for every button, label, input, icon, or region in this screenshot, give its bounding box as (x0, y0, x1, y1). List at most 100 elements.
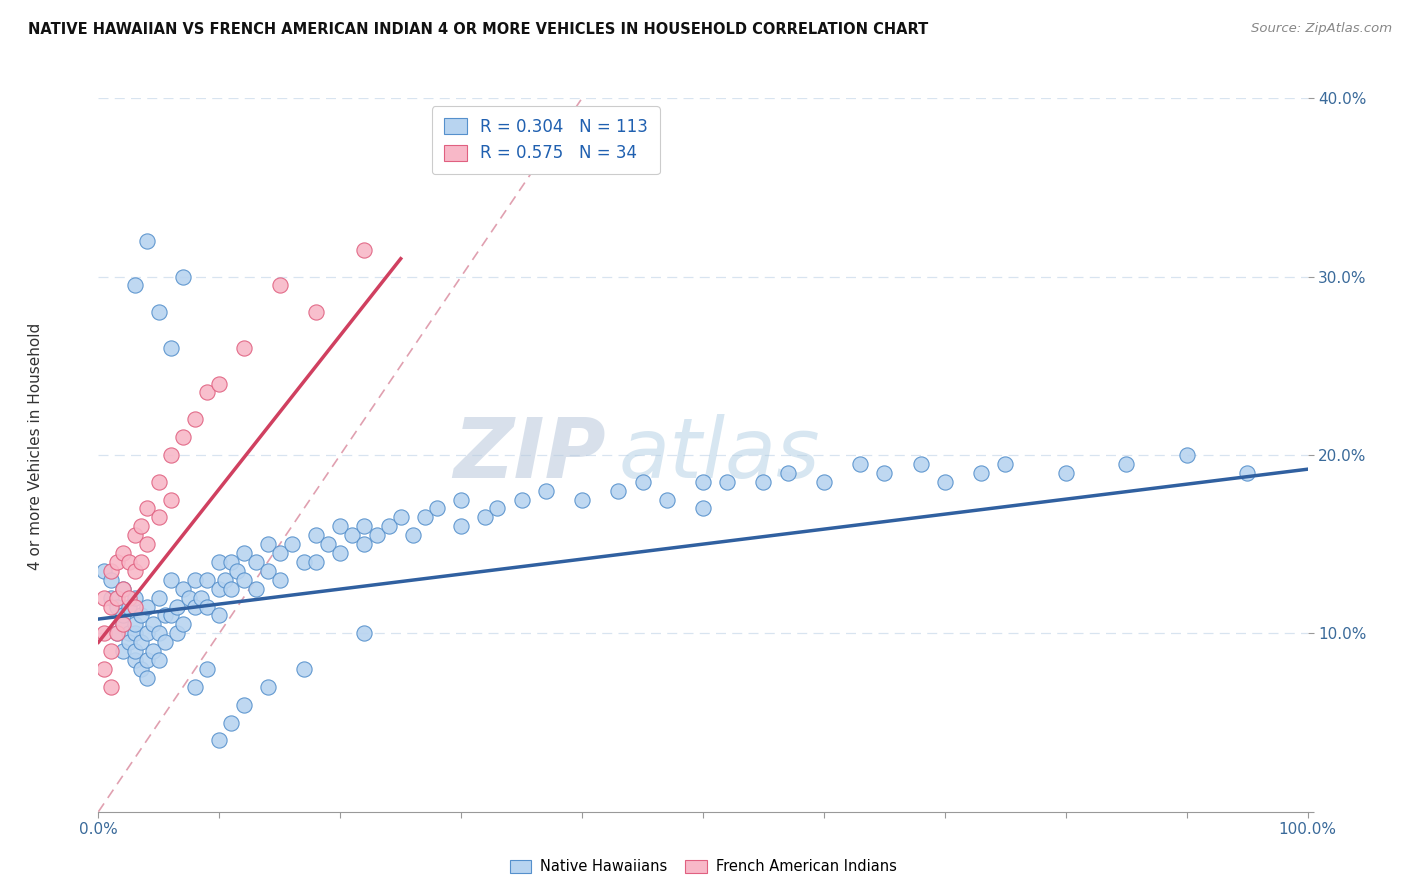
Point (716, 475, 738, 489)
Point (486, 501, 509, 516)
Point (129, 662, 152, 676)
Point (534, 483, 557, 498)
Point (118, 555, 141, 569)
Point (221, 715, 243, 730)
Point (269, 546, 291, 560)
Point (184, 599, 207, 614)
Point (256, 537, 278, 551)
Point (1175, 448, 1198, 462)
Point (111, 617, 134, 632)
Point (100, 573, 122, 587)
Point (160, 492, 183, 507)
Point (100, 644, 122, 658)
Point (305, 555, 328, 569)
Point (129, 555, 152, 569)
Point (124, 644, 146, 658)
Point (124, 528, 146, 542)
Point (195, 385, 218, 400)
Point (450, 519, 472, 533)
Point (148, 653, 170, 667)
Point (172, 617, 194, 632)
Point (166, 626, 188, 640)
Point (910, 457, 932, 471)
Point (153, 635, 176, 649)
Point (214, 573, 236, 587)
Point (129, 608, 152, 623)
Point (105, 591, 128, 605)
Point (221, 555, 243, 569)
Point (281, 537, 304, 551)
Point (148, 626, 170, 640)
Point (148, 510, 170, 524)
Point (124, 599, 146, 614)
Point (129, 635, 152, 649)
Point (118, 626, 141, 640)
Text: NATIVE HAWAIIAN VS FRENCH AMERICAN INDIAN 4 OR MORE VEHICLES IN HOUSEHOLD CORREL: NATIVE HAWAIIAN VS FRENCH AMERICAN INDIA… (28, 22, 928, 37)
Point (776, 466, 799, 480)
Point (190, 591, 212, 605)
Point (1115, 457, 1137, 471)
Text: ZIP: ZIP (454, 415, 606, 495)
Point (970, 466, 993, 480)
Point (316, 537, 339, 551)
Point (474, 510, 496, 524)
Point (607, 483, 630, 498)
Point (402, 528, 425, 542)
Point (100, 591, 122, 605)
Point (142, 644, 165, 658)
Point (655, 492, 678, 507)
Text: Source: ZipAtlas.com: Source: ZipAtlas.com (1251, 22, 1392, 36)
Point (184, 412, 207, 426)
Point (124, 591, 146, 605)
Point (389, 510, 412, 524)
Point (118, 591, 141, 605)
Point (105, 626, 128, 640)
Point (873, 466, 896, 480)
Point (571, 492, 593, 507)
Point (208, 733, 231, 747)
Point (100, 680, 122, 694)
Point (245, 582, 267, 596)
Point (353, 519, 375, 533)
Point (269, 573, 291, 587)
Point (692, 475, 714, 489)
Point (118, 635, 141, 649)
Point (208, 582, 231, 596)
Text: atlas: atlas (619, 415, 820, 495)
Text: 4 or more Vehicles in Household: 4 or more Vehicles in Household (28, 322, 42, 570)
Point (135, 626, 157, 640)
Point (148, 591, 170, 605)
Point (305, 528, 328, 542)
Point (450, 492, 472, 507)
Point (135, 501, 157, 516)
Point (221, 582, 243, 596)
Point (124, 564, 146, 578)
Point (184, 573, 207, 587)
Point (208, 376, 231, 391)
Point (232, 341, 254, 355)
Point (510, 492, 533, 507)
Point (105, 599, 128, 614)
Point (849, 457, 872, 471)
Point (195, 573, 218, 587)
Point (93, 662, 115, 676)
Point (93, 564, 115, 578)
Point (232, 573, 254, 587)
Point (111, 608, 134, 623)
Point (160, 341, 183, 355)
Point (232, 546, 254, 560)
Point (172, 269, 194, 284)
Point (135, 234, 157, 248)
Point (329, 546, 352, 560)
Point (142, 617, 165, 632)
Point (813, 475, 835, 489)
Point (426, 501, 449, 516)
Point (111, 644, 134, 658)
Point (934, 475, 956, 489)
Point (135, 599, 157, 614)
Point (256, 680, 278, 694)
Point (256, 564, 278, 578)
Point (752, 475, 775, 489)
Point (124, 653, 146, 667)
Point (148, 305, 170, 319)
